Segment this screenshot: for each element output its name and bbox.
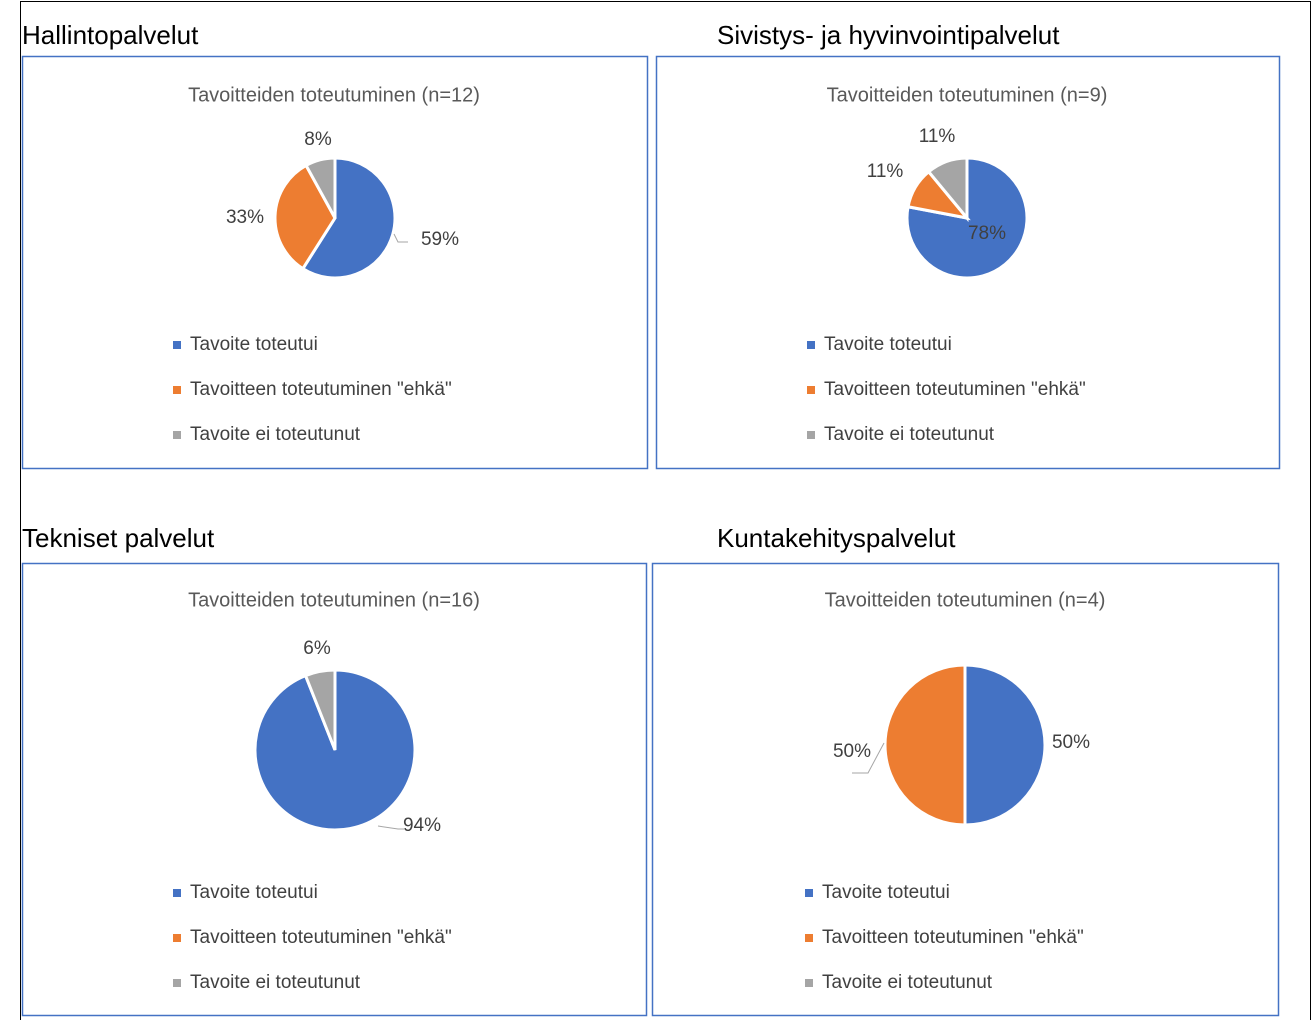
heading: Tekniset palvelut <box>22 523 215 553</box>
legend-label: Tavoitteen toteutuminen "ehkä" <box>824 379 1086 400</box>
data-label: 50% <box>1052 732 1090 753</box>
pie-slice <box>963 663 1047 827</box>
legend-swatch <box>807 341 815 349</box>
legend-swatch <box>173 979 181 987</box>
legend-label: Tavoitteen toteutuminen "ehkä" <box>822 927 1084 948</box>
legend-swatch <box>173 934 181 942</box>
data-label: 11% <box>867 161 904 182</box>
chart-title: Tavoitteiden toteutuminen (n=9) <box>827 84 1108 106</box>
chart-title: Tavoitteiden toteutuminen (n=12) <box>188 84 480 106</box>
pie-slice <box>303 668 337 751</box>
legend-label: Tavoitteen toteutuminen "ehkä" <box>190 379 452 400</box>
chart-title: Tavoitteiden toteutuminen (n=4) <box>825 589 1106 611</box>
chart-frame <box>651 562 1280 1017</box>
legend-label: Tavoite ei toteutunut <box>190 424 361 445</box>
legend-label: Tavoite toteutui <box>822 882 950 903</box>
chart-title: Tavoitteiden toteutuminen (n=16) <box>188 589 480 611</box>
data-label: 50% <box>833 741 871 762</box>
data-label: 6% <box>303 638 331 659</box>
legend-label: Tavoite toteutui <box>190 334 318 355</box>
pie-slice <box>905 156 1029 280</box>
legend-swatch <box>173 386 181 394</box>
leader-line <box>377 825 405 830</box>
legend-swatch <box>173 431 181 439</box>
legend-label: Tavoite toteutui <box>824 334 952 355</box>
legend-swatch <box>805 979 813 987</box>
legend-label: Tavoite ei toteutunut <box>822 972 993 993</box>
heading: Hallintopalvelut <box>22 20 199 50</box>
data-label: 8% <box>304 129 332 150</box>
leader-line <box>852 742 885 774</box>
legend-swatch <box>805 934 813 942</box>
legend-swatch <box>173 889 181 897</box>
heading: Kuntakehityspalvelut <box>717 523 956 553</box>
data-label: 94% <box>403 815 441 836</box>
legend-label: Tavoite ei toteutunut <box>190 972 361 993</box>
data-label: 78% <box>968 223 1006 244</box>
legend-swatch <box>173 341 181 349</box>
legend-swatch <box>805 889 813 897</box>
pie-slice <box>926 156 969 223</box>
legend-swatch <box>807 386 815 394</box>
data-label: 59% <box>421 229 459 250</box>
legend-label: Tavoitteen toteutuminen "ehkä" <box>190 927 452 948</box>
pie-slice <box>883 663 967 827</box>
pie-slice <box>304 156 337 219</box>
legend-label: Tavoite ei toteutunut <box>824 424 995 445</box>
data-label: 33% <box>226 207 264 228</box>
chart-frame <box>655 55 1281 470</box>
pie-slice <box>300 156 397 280</box>
heading: Sivistys- ja hyvinvointipalvelut <box>717 20 1060 50</box>
leader-line <box>393 233 408 243</box>
data-label: 11% <box>919 126 956 147</box>
legend-swatch <box>807 431 815 439</box>
chart-frame <box>21 562 648 1017</box>
chart-frame <box>21 55 649 470</box>
legend-label: Tavoite toteutui <box>190 882 318 903</box>
